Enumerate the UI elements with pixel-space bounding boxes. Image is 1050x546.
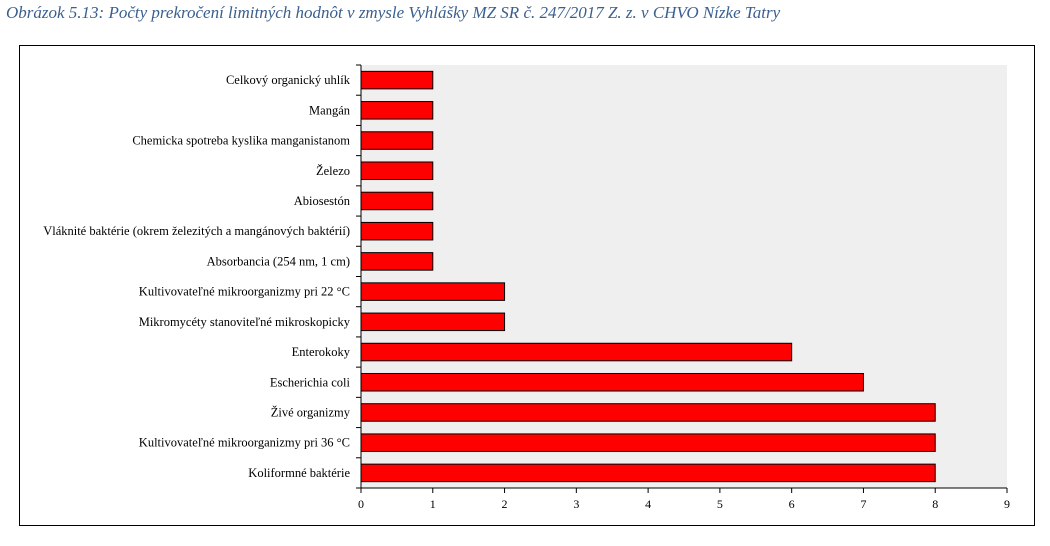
- x-tick-label-8: 8: [932, 497, 938, 511]
- bar-3: [360, 161, 434, 181]
- x-tick-label-1: 1: [430, 497, 436, 511]
- category-label-1: Mangán: [309, 103, 351, 117]
- category-label-7: Kultivovateľné mikroorganizmy pri 22 °C: [139, 285, 350, 299]
- category-label-3: Železo: [316, 164, 350, 178]
- x-tick-label-5: 5: [717, 497, 723, 511]
- bar-4: [360, 191, 434, 211]
- category-label-6: Absorbancia (254 nm, 1 cm): [207, 254, 350, 268]
- bar-12: [360, 433, 936, 452]
- bar-5: [360, 221, 434, 241]
- category-label-5: Vláknité baktérie (okrem železitých a ma…: [43, 224, 350, 238]
- x-tick-label-4: 4: [645, 497, 651, 511]
- bar-8: [360, 312, 506, 332]
- figure-caption: Obrázok 5.13: Počty prekročení limitných…: [6, 3, 781, 22]
- bar-1: [360, 101, 434, 120]
- bar-2: [360, 131, 434, 150]
- bar-10: [360, 372, 864, 392]
- bar-13: [360, 463, 936, 483]
- category-label-11: Živé organizmy: [271, 405, 351, 419]
- bar-9: [360, 342, 793, 362]
- x-tick-label-2: 2: [502, 497, 508, 511]
- x-tick-label-3: 3: [573, 497, 579, 511]
- x-tick-label-0: 0: [358, 497, 364, 511]
- x-tick-label-7: 7: [860, 497, 866, 511]
- category-label-2: Chemicka spotreba kyslika manganistanom: [132, 134, 350, 148]
- category-label-0: Celkový organický uhlík: [226, 73, 351, 87]
- category-label-4: Abiosestón: [294, 194, 351, 208]
- category-label-9: Enterokoky: [292, 345, 351, 359]
- category-label-12: Kultivovateľné mikroorganizmy pri 36 °C: [139, 436, 350, 450]
- x-tick-label-9: 9: [1004, 497, 1010, 511]
- category-label-8: Mikromycéty stanoviteľné mikroskopicky: [139, 315, 351, 329]
- bar-0: [360, 70, 434, 90]
- bar-6: [360, 252, 434, 271]
- bar-7: [360, 282, 506, 301]
- plot-area: [361, 65, 1007, 488]
- category-label-13: Koliformné baktérie: [248, 466, 350, 480]
- bar-11: [360, 403, 936, 422]
- category-label-10: Escherichia coli: [270, 375, 351, 389]
- x-tick-label-6: 6: [789, 497, 795, 511]
